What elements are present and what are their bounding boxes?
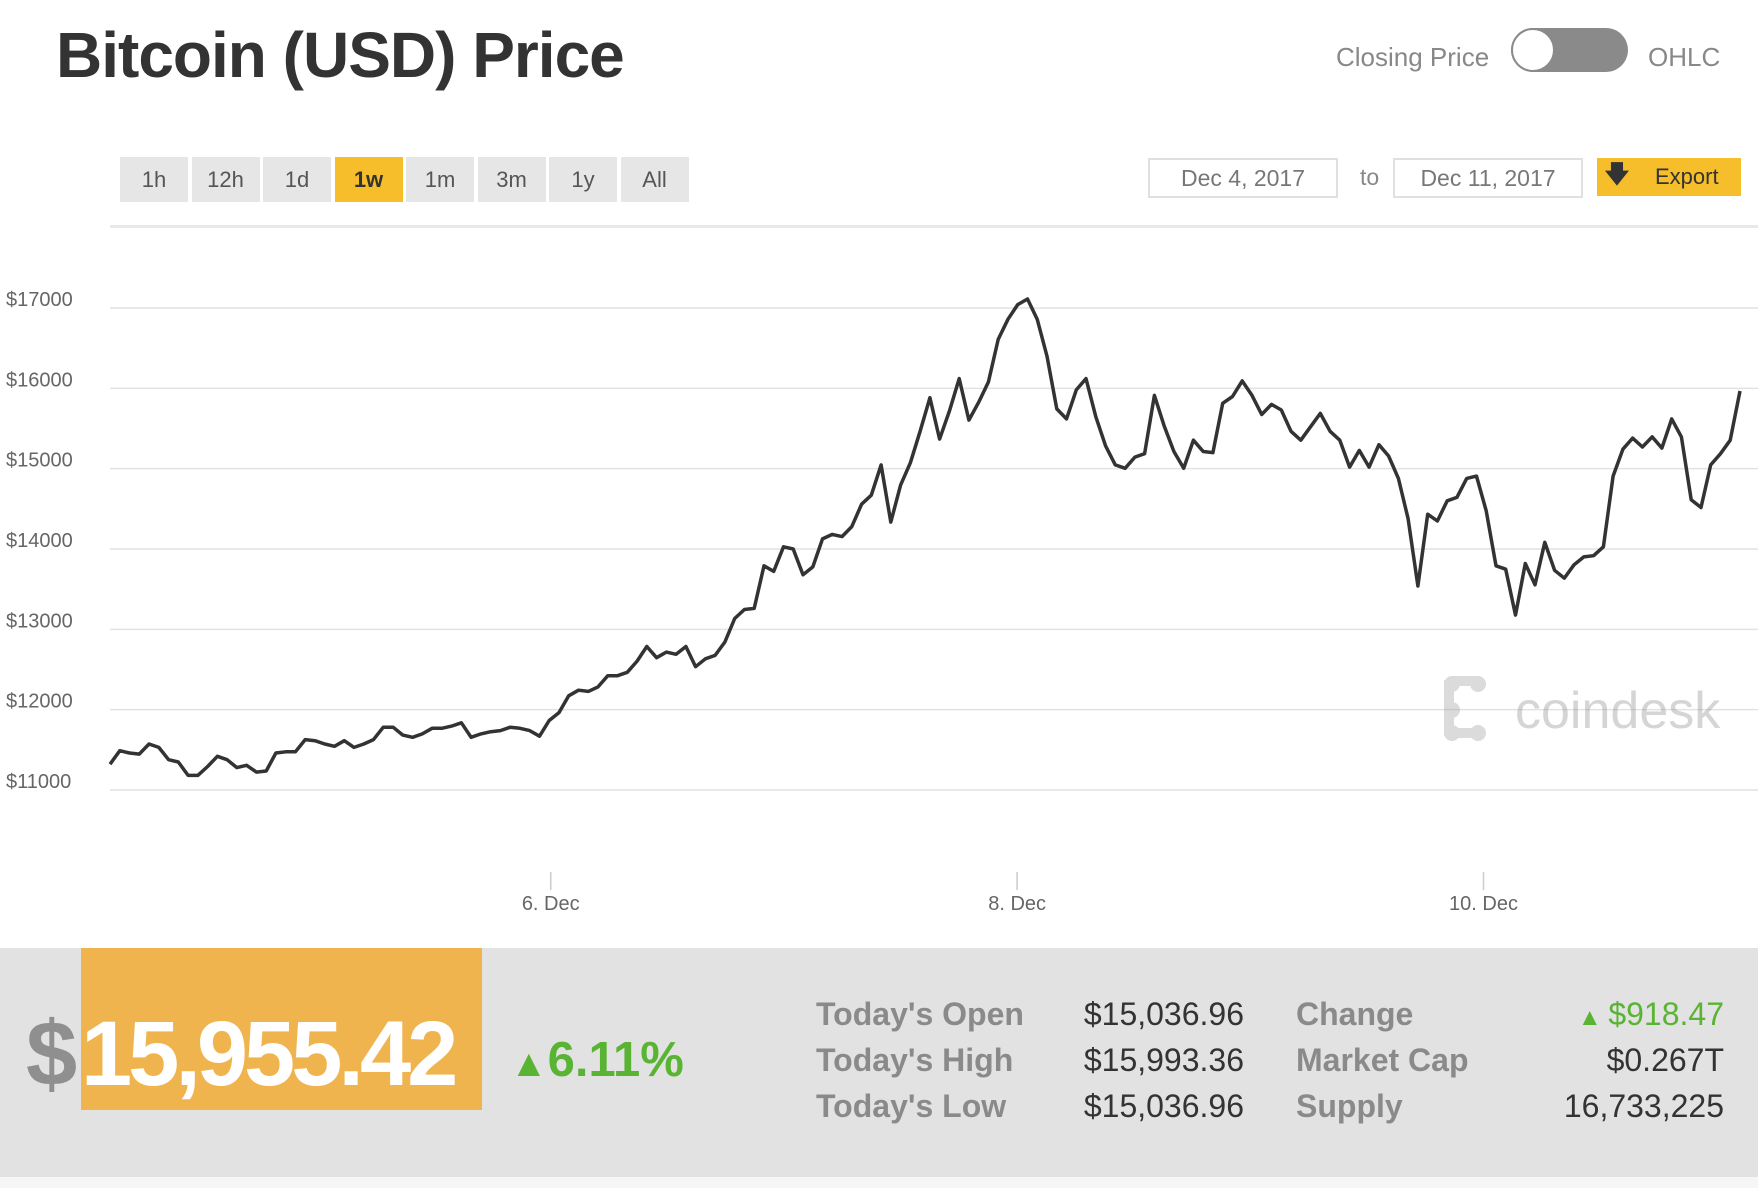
up-triangle-icon: ▲: [1577, 1004, 1609, 1031]
x-tick-label: 10. Dec: [1449, 893, 1518, 915]
change-percent-value: 6.11%: [547, 1033, 684, 1087]
price-change-percent: ▲6.11%: [510, 1032, 684, 1088]
up-triangle-icon: ▲: [510, 1043, 548, 1085]
y-tick-label: $17000: [6, 289, 73, 311]
range-button-1y[interactable]: 1y: [549, 157, 617, 202]
y-tick-label: $15000: [6, 450, 73, 472]
stat-label: Market Cap: [1296, 1042, 1469, 1078]
range-button-1w[interactable]: 1w: [334, 157, 403, 202]
stat-value: $15,993.36: [1083, 1042, 1244, 1078]
stat-label: Today's Open: [816, 996, 1024, 1032]
closing-ohlc-toggle[interactable]: [1511, 28, 1628, 72]
stat-label: Today's Low: [816, 1088, 1007, 1124]
stat-label: Supply: [1296, 1088, 1403, 1124]
stat-value-change: ▲ $918.47: [1500, 996, 1724, 1033]
stat-label: Today's High: [816, 1042, 1014, 1078]
toggle-label-closing-price[interactable]: Closing Price: [1336, 42, 1490, 72]
range-button-1d[interactable]: 1d: [263, 157, 331, 202]
currency-symbol: $: [26, 1003, 77, 1105]
price-chart[interactable]: $17000 $16000 $15000 $14000 $13000 $12000 $110…: [0, 230, 1758, 930]
summary-footer: [0, 1177, 1758, 1188]
y-tick-label: $11000: [6, 771, 71, 793]
current-price: 15,955.42: [81, 1003, 458, 1105]
stat-label: Change: [1296, 996, 1414, 1032]
stat-value: 16,733,225: [1563, 1088, 1724, 1124]
y-tick-label: $13000: [6, 610, 73, 632]
price-series-line: [108, 297, 1742, 778]
stat-value: $15,036.96: [1083, 996, 1244, 1032]
y-tick-label: $12000: [6, 691, 73, 713]
stat-value: $0.267T: [1606, 1042, 1724, 1078]
y-tick-label: $16000: [6, 369, 73, 391]
range-button-1h[interactable]: 1h: [120, 157, 188, 202]
range-button-3m[interactable]: 3m: [477, 157, 546, 202]
stat-value: $15,036.96: [1083, 1088, 1244, 1124]
x-tick-label: 8. Dec: [988, 893, 1046, 915]
divider: [110, 225, 1758, 228]
x-tick-label: 6. Dec: [522, 893, 580, 915]
change-value: $918.47: [1608, 996, 1724, 1032]
range-button-All[interactable]: All: [620, 157, 689, 202]
toggle-knob: [1511, 28, 1555, 72]
export-label: Export: [1655, 164, 1719, 189]
y-tick-label: $14000: [6, 530, 73, 552]
to-date-input[interactable]: Dec 11, 2017: [1393, 158, 1583, 198]
toggle-label-ohlc[interactable]: OHLC: [1648, 42, 1721, 72]
from-date-input[interactable]: Dec 4, 2017: [1148, 158, 1338, 198]
range-button-12h[interactable]: 12h: [191, 157, 260, 202]
page-title: Bitcoin (USD) Price: [56, 19, 625, 91]
download-arrow-icon: 🡇: [1604, 160, 1630, 188]
price-highlight: [81, 948, 482, 1110]
range-button-1m[interactable]: 1m: [406, 157, 474, 202]
svg-text:coindesk: coindesk: [1515, 682, 1721, 740]
coindesk-watermark: coindesk: [1444, 676, 1721, 741]
to-label: to: [1360, 164, 1380, 190]
export-button[interactable]: 🡇 Export: [1597, 158, 1741, 196]
